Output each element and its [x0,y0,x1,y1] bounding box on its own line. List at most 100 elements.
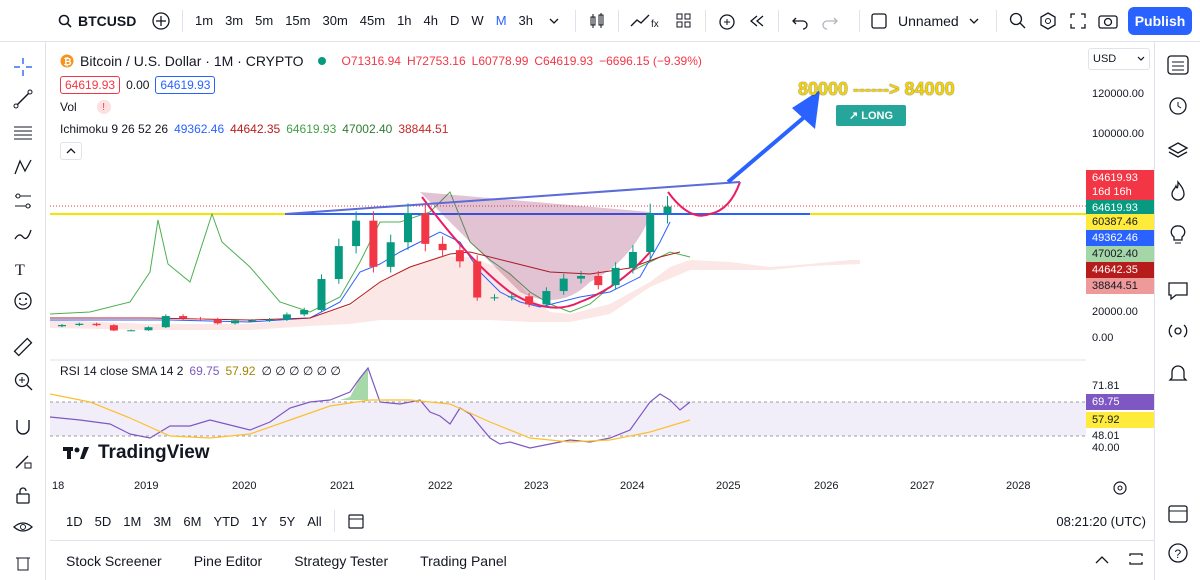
range-1y[interactable]: 1Y [251,513,268,529]
goto-date-button[interactable] [341,506,371,536]
target-annotation[interactable]: 80000 ------> 84000 [798,79,955,99]
panel-tab-stock-screener[interactable]: Stock Screener [66,552,162,569]
templates-button[interactable] [669,6,699,36]
undo-button[interactable] [785,6,815,36]
volume-label[interactable]: Vol [60,100,77,114]
range-5d[interactable]: 5D [94,513,112,529]
chevron-down-icon [1137,56,1145,61]
quick-search-button[interactable] [1003,6,1033,36]
panel-tab-strategy-tester[interactable]: Strategy Tester [294,552,389,569]
rsi-label[interactable]: RSI 14 close SMA 14 2 [60,364,184,378]
interval-30m[interactable]: 30m [322,13,348,28]
range-1m[interactable]: 1M [123,513,142,529]
clock[interactable]: 08:21:20 (UTC) [1056,513,1146,529]
range-all[interactable]: All [307,513,322,529]
symbol-search[interactable]: BTCUSD [58,13,140,29]
ichimoku-conversion: 49362.46 [174,122,225,136]
error-icon[interactable]: ! [96,100,111,114]
interval-45m[interactable]: 45m [359,13,386,28]
calendar-button[interactable] [1163,498,1193,528]
crosshair-tool[interactable] [8,52,38,82]
sell-price[interactable]: 64619.93 [60,76,121,94]
notifications-button[interactable] [1163,358,1193,388]
range-3m[interactable]: 3M [153,513,172,529]
interval-5m[interactable]: 5m [255,13,274,28]
watchlist-button[interactable] [1163,50,1193,80]
candle [386,242,395,267]
ideas-button[interactable] [1163,220,1193,250]
interval-M[interactable]: M [495,13,507,28]
interval-W[interactable]: W [471,13,484,28]
candle [646,213,655,252]
streams-button[interactable] [1163,316,1193,346]
zoom-tool[interactable] [8,366,38,396]
help-button[interactable]: ? [1163,538,1193,568]
interval-D[interactable]: D [450,13,460,28]
remove-drawings-tool[interactable] [8,548,38,578]
range-1d[interactable]: 1D [66,513,83,529]
brush-tool[interactable] [8,220,38,250]
replay-button[interactable] [742,6,772,36]
panel-tab-pine-editor[interactable]: Pine Editor [193,552,263,569]
change-value: −6696.15 (−9.39%) [599,54,702,68]
interval-1h[interactable]: 1h [397,13,412,28]
chevron-down-icon [549,18,559,24]
chevron-up-icon [1095,556,1109,564]
interval-4h[interactable]: 4h [423,13,439,28]
projection-curve[interactable] [667,181,741,217]
layout-button[interactable]: Unnamed [870,12,990,30]
text-tool[interactable]: T [8,254,38,284]
search-icon [58,14,72,28]
hide-drawings-tool[interactable] [8,512,38,542]
axis-settings-button[interactable] [1112,480,1128,499]
ichimoku-label[interactable]: Ichimoku 9 26 52 26 [60,122,169,136]
interval-3m[interactable]: 3m [225,13,244,28]
collapse-legend-button[interactable] [60,142,82,160]
emoji-tool[interactable] [8,286,38,316]
chats-button[interactable] [1163,276,1193,306]
fib-tool[interactable] [8,118,38,148]
candle [369,220,378,267]
measure-tool[interactable] [8,332,38,362]
compare-add-button[interactable] [146,6,176,36]
rsi-sma-value: 57.92 [225,364,256,378]
stay-drawing-tool[interactable] [8,446,38,476]
prediction-tool[interactable] [8,186,38,216]
panel-tab-trading-panel[interactable]: Trading Panel [420,552,507,569]
time-axis[interactable]: 18 2019 2020 2021 2022 2023 2024 2025 2026 2027 20… [50,474,1086,502]
snapshot-button[interactable] [1093,6,1123,36]
trend-line-tool[interactable] [8,84,38,114]
price-chart[interactable] [50,42,1086,470]
redo-button[interactable] [815,6,845,36]
pattern-tool[interactable] [8,152,38,182]
buy-price[interactable]: 64619.93 [155,76,216,94]
currency-select[interactable]: USD [1088,48,1150,70]
long-badge[interactable]: ↗ LONG [836,105,906,126]
grid-icon [676,13,691,27]
publish-button[interactable]: Publish [1128,7,1192,35]
maximize-panel-button[interactable] [1128,552,1144,569]
settings-button[interactable] [1033,6,1063,36]
alerts-button[interactable] [1163,90,1193,120]
time-tick: 2028 [1006,480,1031,492]
fullscreen-button[interactable] [1063,6,1093,36]
symbol-title[interactable]: Bitcoin / U.S. Dollar · 1M · CRYPTO [80,53,304,69]
price-scale[interactable]: USD 120000.00 100000.00 20000.00 0.00 64… [1086,42,1154,470]
chart-type-button[interactable] [582,6,612,36]
lock-drawings-tool[interactable] [8,480,38,510]
interval-1m[interactable]: 1m [195,13,214,28]
interval-dropdown[interactable] [539,6,569,36]
collapse-panel-button[interactable] [1094,553,1110,568]
interval-15m[interactable]: 15m [285,13,311,28]
object-tree-button[interactable] [1163,136,1193,166]
target-arrow[interactable] [726,112,810,184]
hotlists-button[interactable] [1163,176,1193,206]
range-5y[interactable]: 5Y [279,513,296,529]
alert-button[interactable] [712,6,742,36]
range-6m[interactable]: 6M [183,513,202,529]
range-ytd[interactable]: YTD [213,513,240,529]
trend-line[interactable] [284,181,741,215]
magnet-tool[interactable] [8,412,38,442]
indicators-button[interactable]: fx [625,6,669,36]
interval-3h[interactable]: 3h [518,13,533,28]
